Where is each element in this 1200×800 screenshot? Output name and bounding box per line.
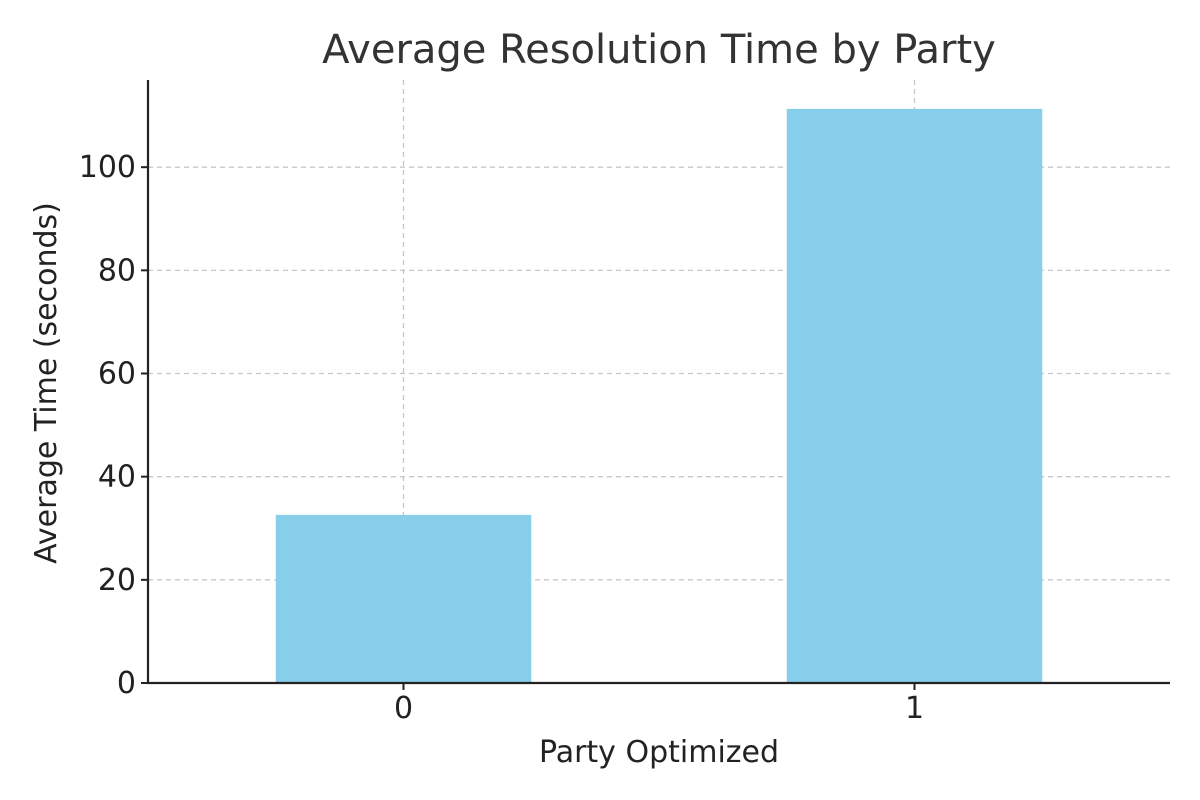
y-tick-label: 60 bbox=[98, 357, 136, 392]
y-tick-label: 20 bbox=[98, 563, 136, 598]
y-axis-label: Average Time (seconds) bbox=[29, 202, 64, 564]
x-tick-label: 1 bbox=[905, 691, 924, 726]
axes-layer bbox=[146, 80, 1170, 685]
y-tick-label: 0 bbox=[117, 666, 136, 701]
bar-0 bbox=[275, 514, 532, 683]
y-tick-label: 40 bbox=[98, 460, 136, 495]
y-tick-label: 100 bbox=[79, 150, 136, 185]
bars-layer bbox=[275, 108, 1043, 683]
y-tick-label: 80 bbox=[98, 253, 136, 288]
x-tick-label: 0 bbox=[394, 691, 413, 726]
bar-1 bbox=[786, 108, 1043, 683]
ticks-layer: 0 20 40 60 80 100 0 1 bbox=[79, 150, 924, 726]
chart-title: Average Resolution Time by Party bbox=[322, 27, 996, 73]
x-axis-label: Party Optimized bbox=[539, 735, 779, 770]
